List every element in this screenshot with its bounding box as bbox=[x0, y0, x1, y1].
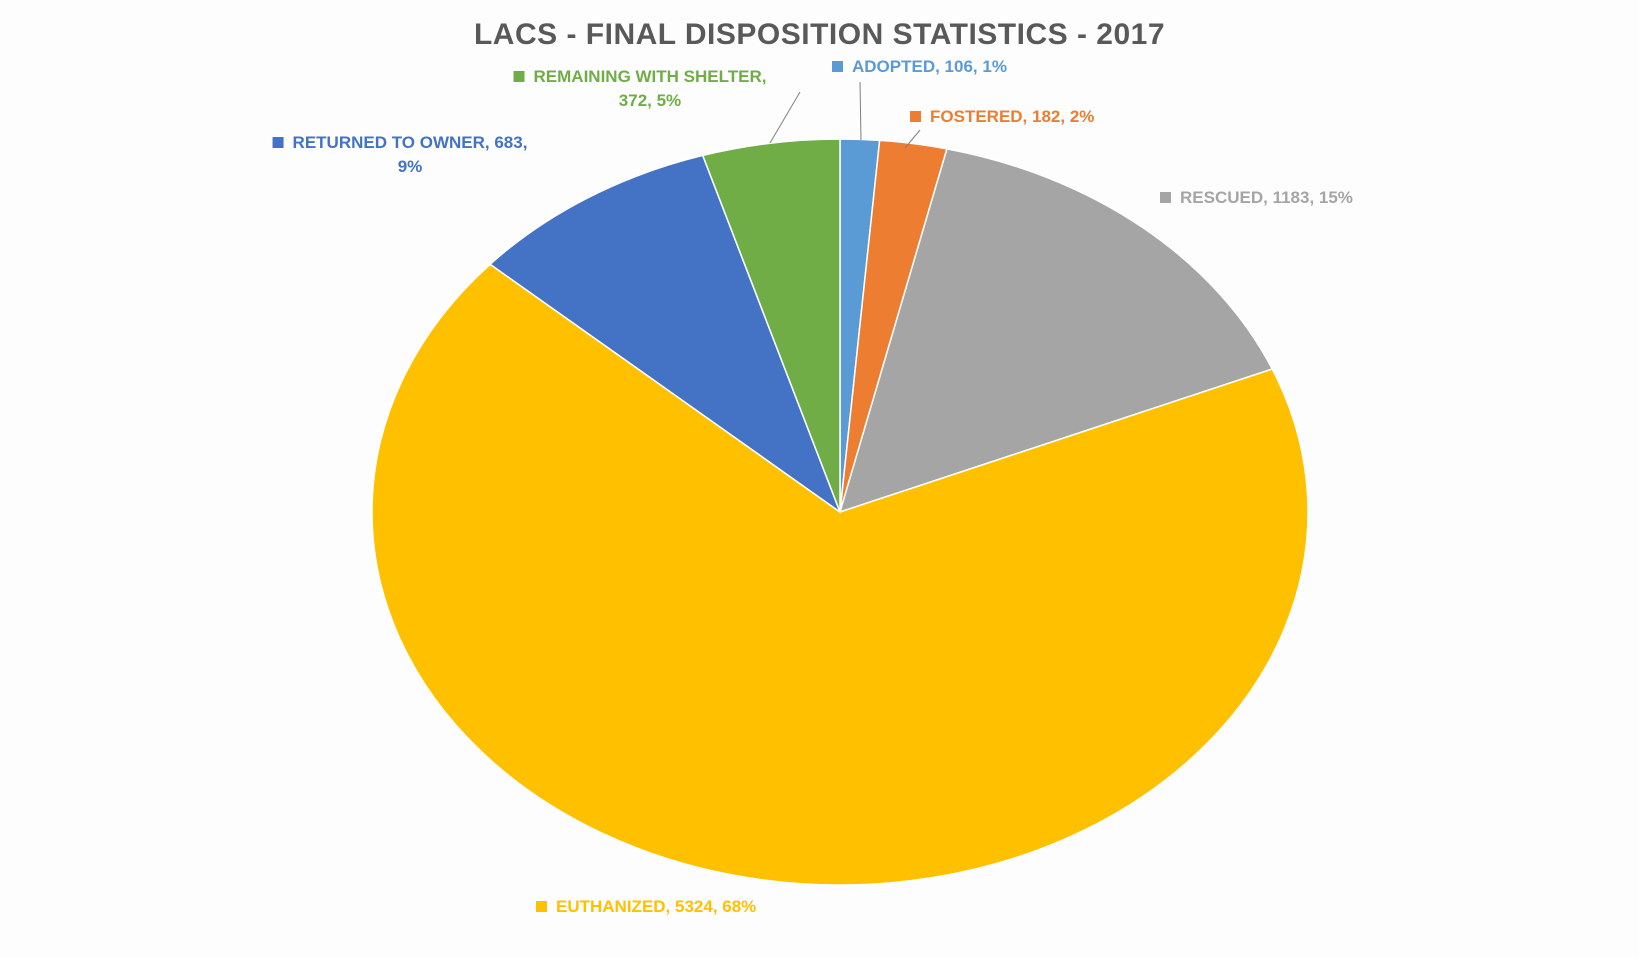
leader-line bbox=[769, 91, 801, 144]
legend-marker bbox=[513, 71, 525, 82]
leader-line bbox=[904, 129, 921, 149]
data-label-rescued: RESCUED, 1183, 15% bbox=[1160, 188, 1353, 207]
data-label-line: ADOPTED, 106, 1% bbox=[852, 57, 1007, 76]
legend-marker bbox=[272, 137, 284, 148]
data-label-adopted: ADOPTED, 106, 1% bbox=[832, 57, 1007, 76]
data-label-line: FOSTERED, 182, 2% bbox=[930, 107, 1094, 126]
leader-lines bbox=[769, 81, 921, 149]
data-label-line: REMAINING WITH SHELTER, bbox=[534, 67, 767, 86]
leader-line bbox=[859, 81, 862, 141]
pie-slices bbox=[371, 138, 1309, 886]
data-label-euthanized: EUTHANIZED, 5324, 68% bbox=[536, 897, 756, 916]
data-label-line: RETURNED TO OWNER, 683, bbox=[293, 133, 528, 152]
data-label-line: RESCUED, 1183, 15% bbox=[1180, 188, 1353, 207]
pie-slice-remaining-with-shelter bbox=[701, 138, 841, 513]
data-label-line: 9% bbox=[398, 157, 423, 176]
data-label-line: EUTHANIZED, 5324, 68% bbox=[556, 897, 756, 916]
pie-slice-returned-to-owner bbox=[488, 154, 842, 515]
legend-marker bbox=[910, 111, 921, 122]
data-label-fostered: FOSTERED, 182, 2% bbox=[910, 107, 1094, 126]
legend-marker bbox=[832, 61, 843, 72]
chart-title: LACS - FINAL DISPOSITION STATISTICS - 20… bbox=[473, 18, 1166, 51]
pie-slice-euthanized bbox=[371, 263, 1309, 886]
data-label-returned-to-owner: RETURNED TO OWNER, 683, 9% bbox=[272, 133, 528, 176]
legend-marker bbox=[1160, 192, 1171, 203]
pie-slice-rescued bbox=[838, 148, 1274, 514]
data-label-remaining-with-shelter: REMAINING WITH SHELTER, 372, 5% bbox=[513, 67, 767, 110]
data-labels: ADOPTED, 106, 1% FOSTERED, 182, 2% RESCUED… bbox=[272, 57, 1353, 916]
legend-marker bbox=[536, 901, 547, 912]
data-label-line: 372, 5% bbox=[619, 91, 681, 110]
